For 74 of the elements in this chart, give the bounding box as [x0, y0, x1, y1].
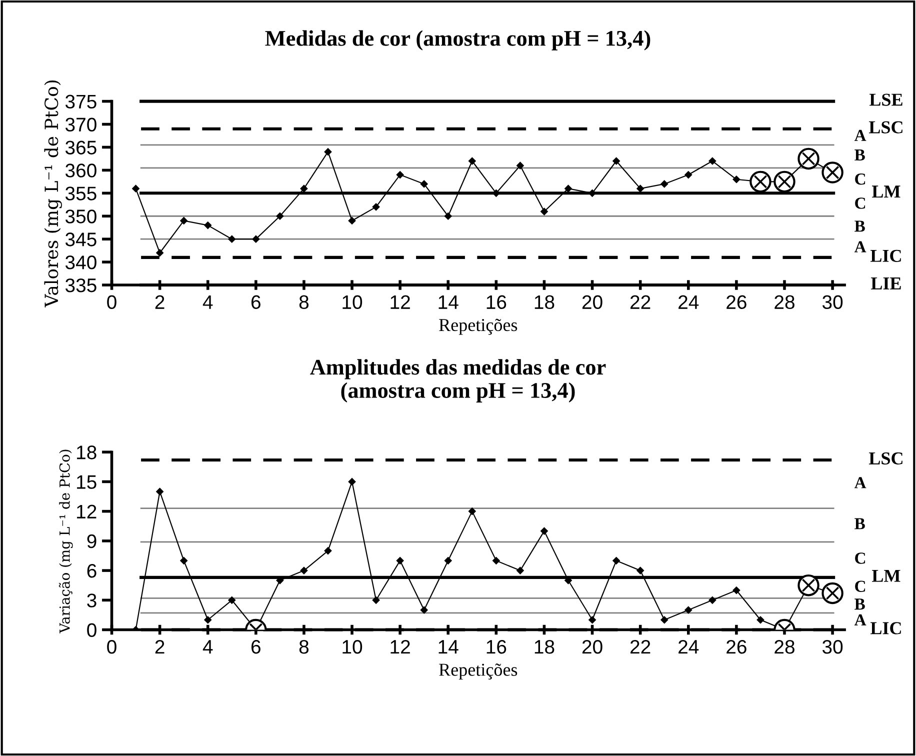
x-tick-label: 18	[534, 295, 554, 310]
x-tick-label: 28	[774, 640, 794, 654]
text: C	[855, 174, 866, 185]
chart-title: Amplitudes das medidas de cor (amostra com pH = 13,4)	[310, 359, 606, 402]
x-tick-label: 30	[822, 640, 843, 654]
y-tick-label: 345	[65, 232, 96, 246]
y-tick-label: 355	[65, 186, 96, 200]
ref-line-label: LM	[872, 570, 900, 582]
y-tick-label: 370	[65, 118, 96, 132]
x-tick-label: 2	[155, 295, 164, 309]
y-tick-label: 375	[65, 94, 96, 109]
ref-line-label: LSE	[869, 94, 902, 106]
x-tick-label: 24	[678, 295, 699, 309]
x-tick-label: 20	[582, 295, 602, 310]
x-tick-label: 0	[107, 295, 116, 310]
y-tick-label: 18	[77, 446, 96, 460]
x-tick-label: 24	[678, 640, 699, 654]
x-axis-title: Repetições	[439, 664, 518, 680]
chart-title: Medidas de cor (amostra com pH = 13,4)	[265, 30, 650, 50]
y-tick-label: 6	[87, 564, 96, 578]
x-tick-label: 30	[822, 295, 843, 310]
text: B	[854, 518, 865, 530]
y-axis-title: Variação (mg L⁻¹ de PtCo)	[58, 450, 73, 634]
x-tick-label: 10	[342, 295, 362, 310]
x-axis-title: Repetições	[439, 318, 518, 335]
text: A	[854, 614, 866, 626]
x-tick-label: 26	[726, 295, 746, 310]
text: A	[854, 241, 866, 252]
y-tick-label: 360	[65, 164, 96, 178]
x-tick-label: 22	[630, 640, 650, 654]
x-tick-label: 6	[251, 295, 260, 310]
y-tick-label: 15	[77, 475, 96, 489]
y-tick-label: 335	[65, 278, 96, 292]
text: C	[855, 580, 866, 592]
x-tick-label: 22	[630, 295, 650, 309]
ref-line-label: LM	[872, 186, 900, 198]
x-tick-label: 12	[390, 295, 410, 309]
text: C	[855, 198, 866, 209]
x-tick-label: 12	[390, 640, 410, 654]
x-tick-label: 4	[202, 640, 213, 654]
x-tick-label: 16	[486, 295, 506, 310]
x-tick-label: 10	[342, 640, 362, 654]
y-tick-label: 12	[77, 504, 96, 518]
y-tick-label: 340	[65, 256, 96, 270]
y-tick-label: 9	[87, 534, 96, 548]
text: B	[854, 220, 865, 232]
x-tick-label: 4	[202, 295, 213, 309]
y-tick-label: 0	[87, 623, 96, 637]
x-tick-label: 18	[534, 640, 554, 654]
ref-line-label: LIC	[870, 250, 901, 262]
y-tick-label: 365	[65, 140, 96, 154]
x-tick-label: 8	[299, 295, 309, 310]
text: B	[854, 598, 865, 610]
x-tick-label: 20	[582, 640, 602, 654]
y-tick-label: 3	[87, 594, 96, 608]
y-tick-label: 350	[65, 210, 96, 224]
y-axis-title: Valores (mg L⁻¹ de PtCo)	[44, 80, 62, 308]
x-tick-label: 26	[726, 640, 746, 654]
x-tick-label: 16	[486, 640, 506, 654]
text: C	[855, 552, 866, 564]
x-tick-label: 6	[251, 640, 260, 654]
text: B	[854, 150, 865, 160]
x-tick-label: 28	[774, 295, 794, 310]
ref-line-label: LIC	[870, 622, 901, 634]
x-tick-label: 14	[438, 640, 458, 654]
text: A	[854, 477, 866, 488]
ref-line-label: LSC	[868, 121, 902, 134]
x-tick-label: 0	[107, 640, 116, 654]
x-tick-label: 14	[438, 295, 458, 309]
ref-line-label: LSC	[868, 452, 902, 465]
x-tick-label: 8	[299, 640, 309, 654]
ref-line-label: LIE	[870, 278, 901, 290]
x-tick-label: 2	[155, 640, 164, 654]
text: A	[854, 130, 866, 141]
